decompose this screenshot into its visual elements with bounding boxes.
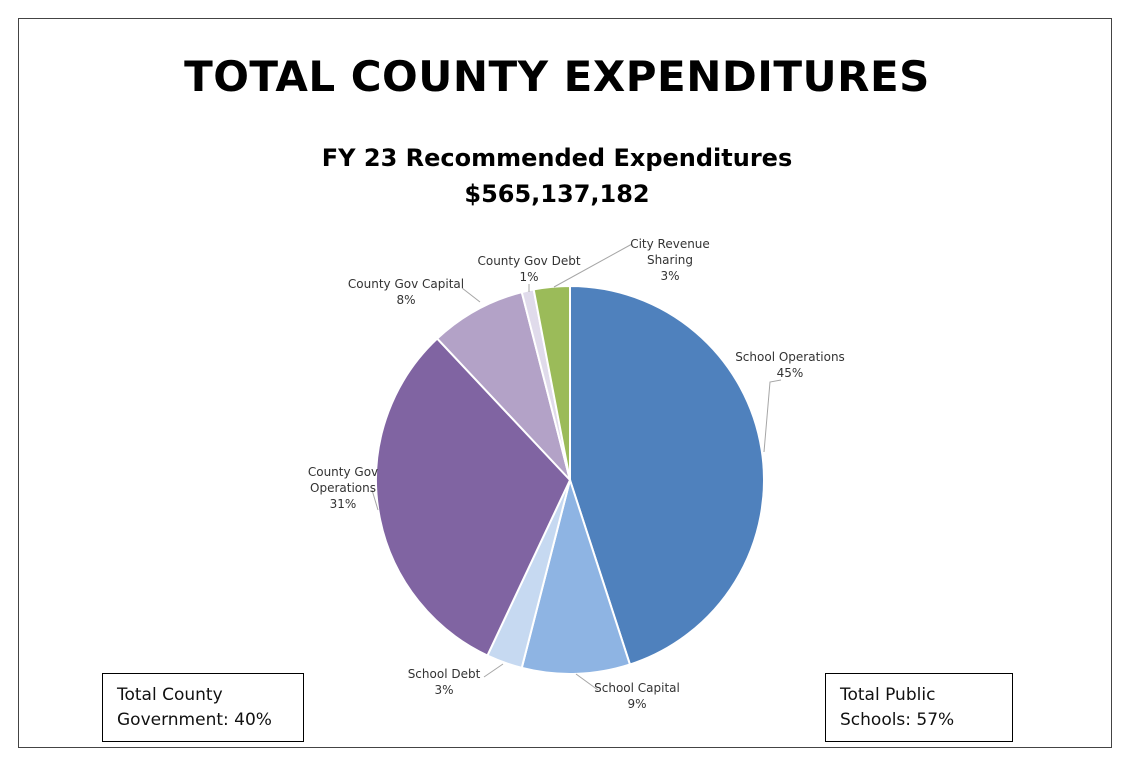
county-government-total-line-2: Government: 40% (117, 710, 272, 730)
county-government-total-box: Total County Government: 40% (102, 673, 304, 742)
slice-label: County Gov Debt 1% (477, 254, 580, 284)
subtitle-line-2: $565,137,182 (464, 180, 650, 208)
county-government-total-line-1: Total County (117, 685, 223, 705)
public-schools-total-box: Total Public Schools: 57% (825, 673, 1013, 742)
slice-label: County Gov Capital 8% (348, 277, 464, 307)
public-schools-total-line-2: Schools: 57% (840, 710, 955, 730)
leader-line (483, 663, 504, 678)
pie-slice-county-gov-operations (375, 337, 572, 657)
slice-label: School Capital 9% (594, 681, 680, 711)
slice-label: School Debt 3% (408, 667, 481, 697)
subtitle-line-1: FY 23 Recommended Expenditures (321, 144, 793, 172)
leader-line (371, 489, 379, 511)
slice-label: City Revenue Sharing 3% (630, 237, 710, 283)
leader-line (575, 673, 599, 691)
chart-subtitle: FY 23 Recommended Expenditures $565,137,… (0, 140, 1114, 212)
pie-slice-school-operations (569, 284, 765, 666)
slice-label: School Operations 45% (735, 350, 845, 380)
public-schools-total-line-1: Total Public (840, 685, 936, 705)
pie-slice-city-revenue-sharing (532, 284, 571, 481)
pie-slice-county-gov-capital (435, 290, 571, 481)
leader-line (763, 379, 782, 453)
leader-line (461, 287, 481, 303)
slice-label: County Gov Operations 31% (308, 465, 378, 511)
leader-line (553, 243, 633, 288)
chart-title: TOTAL COUNTY EXPENDITURES (184, 52, 930, 101)
